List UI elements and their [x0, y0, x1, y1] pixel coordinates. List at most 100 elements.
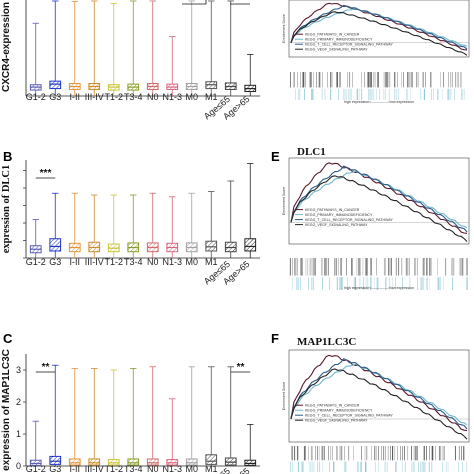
box-t1-2: T1-2 [104, 194, 123, 267]
box-body [88, 458, 101, 466]
significance-label: ** [237, 362, 245, 373]
enrichment-curve [290, 11, 468, 56]
box-age-65: Age>65 [221, 423, 257, 474]
y-axis-label: expression of MAP1LC3C [1, 349, 12, 471]
legend-label: KEGG_T_CELL_RECEPTOR_SIGNALING_PATHWAY [305, 414, 393, 418]
box-iii-iv: III-IV [85, 0, 104, 102]
box-i-ii: I-II [68, 367, 81, 474]
panel-letter: E [271, 149, 280, 164]
box-m1: M1 [205, 191, 218, 267]
boxplot-panel-C: expression of MAP1LC3C 0 1 2 3 G1-2 G3 I-II III-… [1, 331, 260, 474]
x-tick-label: T1-2 [104, 464, 123, 474]
box-g1-2: G1-2 [26, 219, 46, 267]
box-t1-2: T1-2 [104, 2, 123, 102]
x-tick-label: III-IV [85, 464, 104, 474]
legend-label: KEGG_VEGF_SIGNALING_PATHWAY [305, 419, 368, 423]
box-age-65: Age≤65 [202, 0, 237, 121]
panel-letter: C [3, 331, 13, 346]
box-n1-3: N1-3 [162, 196, 182, 267]
x-tick-label: G1-2 [26, 257, 46, 267]
box-body [127, 458, 140, 466]
box-t1-2: T1-2 [104, 369, 123, 474]
x-tick-label: T3-4 [124, 92, 143, 102]
box-i-ii: I-II [68, 1, 81, 102]
legend-label: KEGG_VEGF_SIGNALING_PATHWAY [305, 223, 368, 227]
significance-label: *** [40, 168, 52, 179]
y-axis-label: CXCR4-expression [1, 2, 12, 92]
panel-letter: B [3, 149, 12, 164]
x-tick-label: M0 [185, 464, 198, 474]
gene-barcode [289, 258, 468, 290]
enrichment-curve [290, 170, 468, 229]
y-tick-label: 1 [16, 429, 21, 439]
box-body [205, 240, 218, 252]
box-g3: G3 [49, 364, 62, 474]
gsea-panel-F: Enrichment Score KEGG_PATHWAYS_IN_CANCERK… [271, 331, 470, 472]
legend-label: KEGG_PATHWAYS_IN_CANCER [305, 33, 360, 37]
x-tick-label: T3-4 [124, 464, 143, 474]
x-tick-label: G3 [49, 92, 61, 102]
box-body [244, 238, 257, 252]
box-body [68, 458, 81, 466]
x-tick-label: N0 [147, 92, 159, 102]
enrichment-curve [290, 162, 468, 234]
box-t3-4: T3-4 [124, 0, 143, 102]
box-body [205, 454, 218, 465]
box-body [29, 459, 42, 466]
box-g3: G3 [49, 0, 62, 102]
box-m1: M1 [205, 366, 218, 474]
x-tick-label: T3-4 [124, 257, 143, 267]
significance-label: ** [42, 362, 50, 373]
gsea-title: DLC1 [297, 146, 326, 158]
x-tick-label: T1-2 [104, 257, 123, 267]
gene-barcode [290, 446, 468, 472]
box-body [146, 458, 159, 466]
x-tick-label: G1-2 [26, 92, 46, 102]
box-t3-4: T3-4 [124, 194, 143, 267]
box-g1-2: G1-2 [26, 420, 46, 474]
gsea-panel-E: Enrichment Score KEGG_PATHWAYS_IN_CANCERK… [271, 146, 470, 290]
box-iii-iv: III-IV [85, 367, 104, 474]
axis-caption: high expression<-------------->low expre… [344, 286, 414, 290]
legend-label: KEGG_PRIMARY_IMMUNODEFICIENCY [305, 409, 373, 413]
x-tick-label: I-II [70, 92, 81, 102]
x-tick-label: G1-2 [26, 464, 46, 474]
gsea-panel-D: Enrichment Score KEGG_PATHWAYS_IN_CANCERK… [282, 0, 470, 104]
box-n0: N0 [146, 0, 159, 102]
x-tick-label: I-II [70, 257, 81, 267]
gsea-title: MAP1LC3C [297, 336, 356, 348]
y-axis-label: expression of DLC1 [1, 165, 12, 253]
panel-a-brackets [182, 0, 250, 5]
enrichment-curve [290, 368, 468, 440]
y-axis-label: Enrichment Score [282, 187, 286, 216]
box-m0: M0 [185, 192, 198, 267]
x-tick-label: T1-2 [104, 92, 123, 102]
box-body [49, 80, 62, 90]
enrichment-curve [290, 2, 468, 51]
box-body [185, 458, 198, 466]
box-body [224, 457, 237, 466]
legend-label: KEGG_T_CELL_RECEPTOR_SIGNALING_PATHWAY [305, 43, 393, 47]
x-tick-label: M0 [185, 92, 198, 102]
legend-label: KEGG_VEGF_SIGNALING_PATHWAY [305, 48, 368, 52]
y-tick-label: 2 [16, 397, 21, 407]
enrichment-curve [290, 363, 468, 426]
box-body [49, 238, 62, 252]
boxplot-panel-B: expression of DLC1 G1-2 G3 I-II III-IV T1-2 T3… [1, 149, 260, 287]
x-tick-label: G3 [49, 257, 61, 267]
box-body [49, 455, 62, 465]
y-axis-label: Enrichment Score [282, 14, 286, 43]
legend-label: KEGG_PRIMARY_IMMUNODEFICIENCY [305, 38, 373, 42]
enrichment-curve [290, 165, 468, 233]
box-iii-iv: III-IV [85, 194, 104, 267]
gene-barcode [290, 72, 465, 100]
gsea-plot-frame [288, 157, 470, 245]
gsea-plot-frame [288, 349, 470, 443]
box-t3-4: T3-4 [124, 367, 143, 474]
x-tick-label: N0 [147, 464, 159, 474]
enrichment-curve [290, 354, 468, 432]
panel-b-yticks [23, 170, 26, 259]
legend-label: KEGG_PATHWAYS_IN_CANCER [305, 404, 360, 408]
box-i-ii: I-II [68, 192, 81, 267]
